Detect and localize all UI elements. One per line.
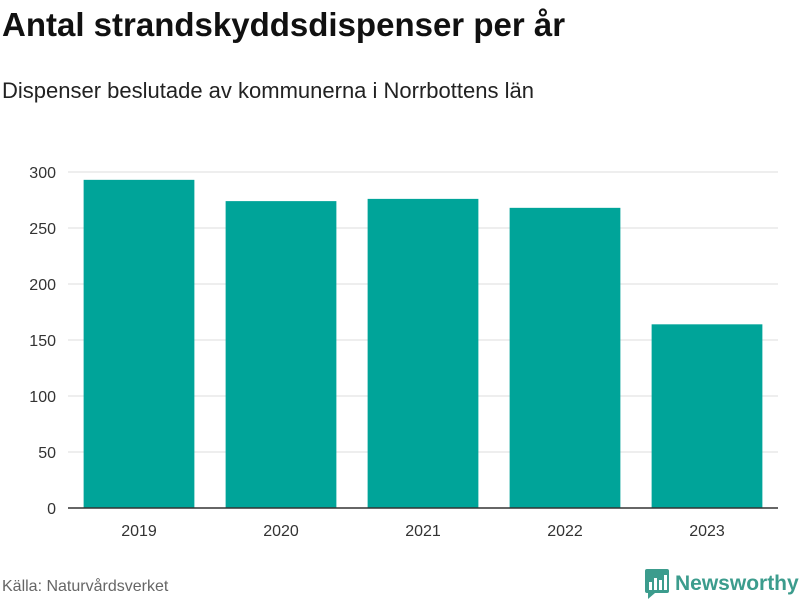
newsworthy-logo-icon [645,569,669,599]
y-tick-label: 100 [29,389,56,406]
chart-subtitle: Dispenser beslutade av kommunerna i Norr… [2,78,534,103]
y-tick-label: 150 [29,333,56,350]
x-tick-label: 2019 [121,523,157,540]
y-tick-label: 300 [29,165,56,182]
y-tick-label: 250 [29,221,56,238]
brand-name: Newsworthy [675,572,799,595]
source-note: Källa: Naturvårdsverket [2,578,169,595]
bar-2021 [367,198,479,508]
x-tick-label: 2020 [263,523,299,540]
bar-2020 [225,201,337,508]
bar-2019 [83,179,195,508]
y-tick-label: 50 [38,445,56,462]
x-tick-label: 2022 [547,523,583,540]
x-axis-tick-labels: 2019 2020 2021 2022 2023 [121,523,725,540]
bars [83,179,763,508]
chart-title: Antal strandskyddsdispenser per år [2,6,566,43]
y-axis-tick-labels: 0 50 100 150 200 250 300 [29,165,56,518]
y-tick-label: 0 [47,501,56,518]
brand-logo: Newsworthy [645,568,799,600]
bar-2022 [509,207,621,508]
y-tick-label: 200 [29,277,56,294]
bar-2023 [651,324,763,508]
x-tick-label: 2021 [405,523,441,540]
x-tick-label: 2023 [689,523,725,540]
